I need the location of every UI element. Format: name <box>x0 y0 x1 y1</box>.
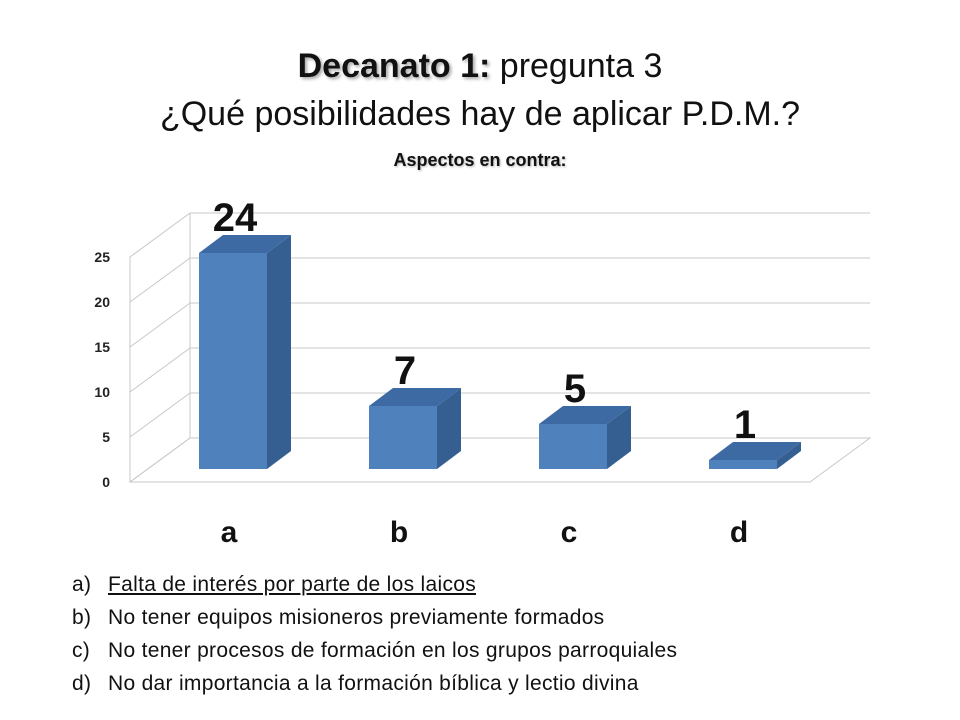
category-label: b <box>390 516 408 549</box>
chart-floor <box>128 437 872 483</box>
y-tick-label: 10 <box>94 384 110 400</box>
bar-side <box>437 388 461 469</box>
data-label: 1 <box>734 403 756 447</box>
legend-key: b) <box>72 606 92 629</box>
category-label: a <box>221 516 238 549</box>
y-tick-label: 25 <box>94 249 110 265</box>
legend-key: c) <box>72 639 91 662</box>
legend-item: d) No dar importancia a la formación bíb… <box>72 667 932 700</box>
bar-side <box>777 442 801 469</box>
data-label: 7 <box>394 349 416 393</box>
bar-top <box>199 235 291 253</box>
bar <box>199 253 267 469</box>
legend-item: b) No tener equipos misioneros previamen… <box>72 601 932 634</box>
gridline-side <box>129 302 191 348</box>
gridline-side <box>129 212 191 258</box>
bar <box>709 460 777 469</box>
legend-text: No dar importancia a la formación bíblic… <box>108 672 639 695</box>
slide-title: Decanato 1: pregunta 3 ¿Qué posibilidade… <box>0 42 960 138</box>
legend: a) Falta de interés por parte de los lai… <box>72 568 932 700</box>
legend-key: a) <box>72 573 92 596</box>
y-tick-label: 0 <box>102 474 110 490</box>
legend-key: d) <box>72 672 92 695</box>
legend-text: Falta de interés por parte de los laicos <box>108 573 477 596</box>
legend-text: No tener equipos misioneros previamente … <box>108 606 605 629</box>
data-label: 24 <box>213 196 258 240</box>
chart-bars <box>199 235 801 469</box>
bar-side <box>267 235 291 469</box>
legend-text: No tener procesos de formación en los gr… <box>108 639 678 662</box>
title-rest: pregunta 3 <box>490 47 663 85</box>
y-tick-label: 15 <box>94 339 110 355</box>
y-axis-ticks: 0 5 10 15 20 25 <box>94 249 110 490</box>
chart-grid <box>128 212 872 483</box>
bar-top <box>539 406 631 424</box>
bar <box>539 424 607 469</box>
bar-top <box>709 442 801 460</box>
gridline-side <box>129 257 191 303</box>
chart-title: Aspectos en contra: <box>393 150 567 170</box>
bar-top <box>369 388 461 406</box>
gridline-side <box>129 347 191 393</box>
category-label: c <box>561 516 578 549</box>
title-bold: Decanato 1: <box>297 47 491 85</box>
category-label: d <box>730 516 748 549</box>
chart-labels: 24 a 7 b 5 c 1 d <box>213 196 756 549</box>
y-tick-label: 5 <box>102 429 110 445</box>
title-line-1: Decanato 1: pregunta 3 <box>0 42 960 90</box>
y-tick-label: 20 <box>94 294 110 310</box>
title-line-2: ¿Qué posibilidades hay de aplicar P.D.M.… <box>159 95 801 133</box>
bar-side <box>607 406 631 469</box>
bar <box>369 406 437 469</box>
gridline-side <box>129 392 191 438</box>
data-label: 5 <box>564 367 586 411</box>
legend-item: a) Falta de interés por parte de los lai… <box>72 568 932 601</box>
legend-item: c) No tener procesos de formación en los… <box>72 634 932 667</box>
